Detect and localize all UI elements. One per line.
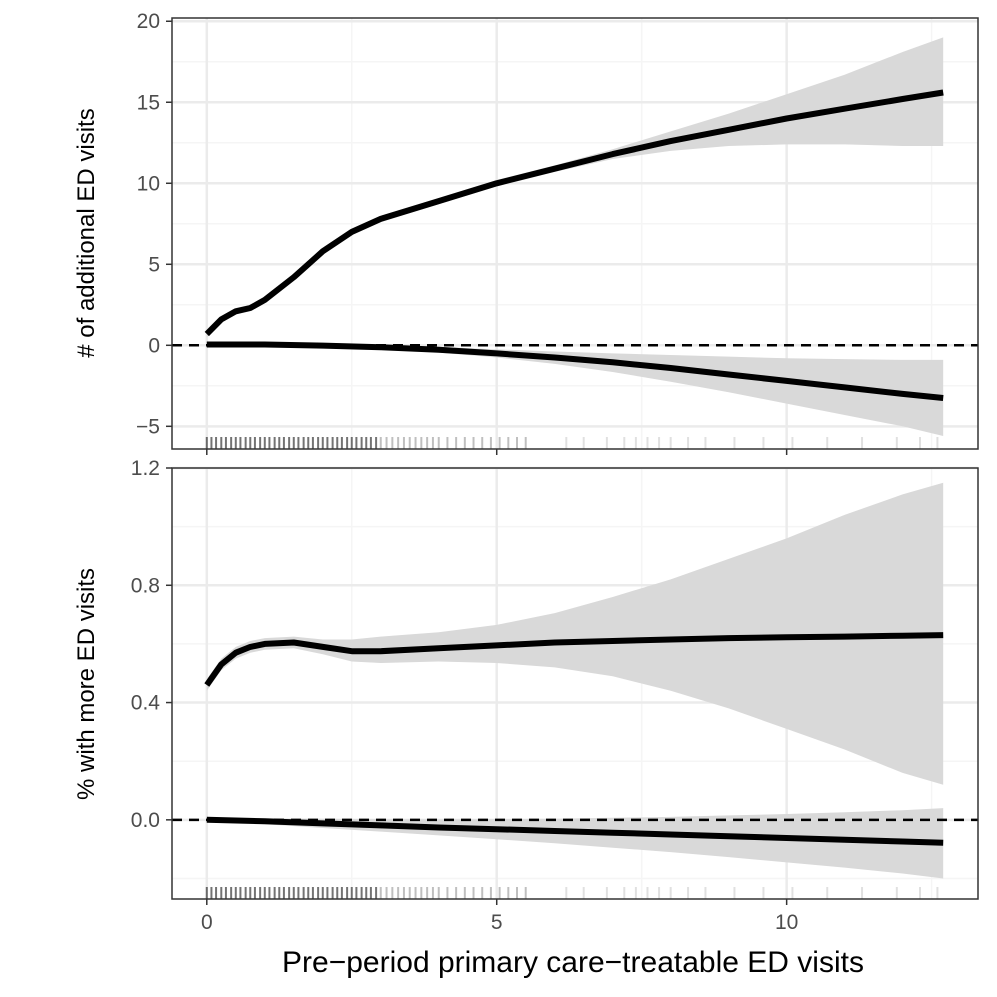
x-tick-label: 10 [775,911,798,934]
fit-line-bottom-2 [206,816,944,846]
y-axis-title-bottom: % with more ED visits [73,568,100,800]
panel-border-bottom [171,467,979,900]
x-tick-label: 5 [491,911,503,934]
fit-line-top-2 [206,341,944,401]
confidence-band-top-2 [206,342,944,436]
y-tick-label-top: 10 [137,172,160,195]
y-tick-label-top: 20 [137,10,160,33]
x-axis-title: Pre−period primary care−treatable ED vis… [282,946,864,979]
fit-line-bottom-1 [204,632,944,687]
y-tick-label-top: 5 [148,253,160,276]
panel-bottom: 0.0 0.4 0.8 1.2 0 5 10 [131,457,979,934]
y-tick-label-top: 15 [137,91,160,114]
x-tick-label: 0 [201,911,213,934]
confidence-band-top-1 [206,37,944,338]
panel-border-top [171,17,979,450]
y-tick-label-top: −5 [136,415,160,438]
panel-top: −5 0 5 10 15 20 [136,10,979,455]
fit-line-top-1 [204,89,944,337]
y-tick-label-bottom: 1.2 [131,457,160,480]
y-axis-title-top: # of additional ED visits [73,108,100,357]
y-tick-label-bottom: 0.8 [131,574,160,597]
y-tick-label-bottom: 0.4 [131,692,161,715]
y-tick-label-top: 0 [148,334,160,357]
y-tick-label-bottom: 0.0 [131,809,160,832]
confidence-band-bottom-1 [206,482,944,785]
